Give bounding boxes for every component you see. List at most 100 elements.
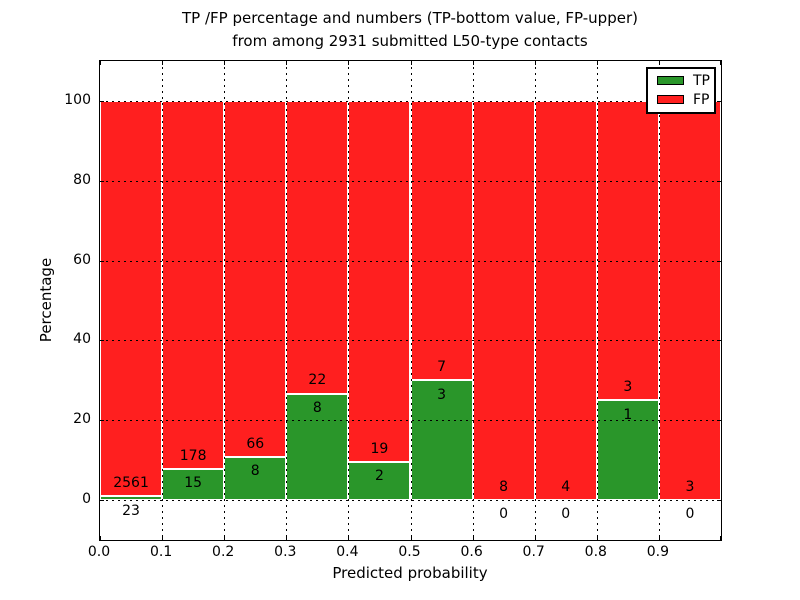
tp-count-label: 1	[623, 406, 633, 423]
grid-line-horizontal	[100, 180, 721, 182]
bar-segment-fp	[410, 101, 473, 381]
x-tick-label: 0.3	[274, 544, 297, 560]
axis-tick-bottom	[658, 536, 660, 540]
y-tick-label: 100	[64, 92, 91, 108]
plot-area: TP FP 2561 23 178 15 66 8 22 8 19 2 7 3 8 0 4 0 3 1 3 0	[99, 60, 722, 541]
axis-tick-top	[596, 61, 598, 65]
x-tick-label: 0.8	[584, 544, 607, 560]
y-tick-label: 80	[73, 171, 91, 188]
x-tick-label: 0.9	[646, 544, 670, 560]
fp-count-label: 7	[437, 359, 447, 376]
x-tick-label: 0.7	[522, 544, 545, 560]
grid-line-horizontal	[100, 420, 721, 422]
axis-tick-bottom	[596, 536, 598, 540]
fp-count-label: 178	[179, 447, 207, 464]
x-axis-label: Predicted probability	[332, 564, 488, 582]
legend-swatch-tp	[657, 76, 684, 85]
x-tick-label: 0.1	[149, 544, 173, 560]
bar-segment-fp	[162, 101, 225, 469]
bar-segment-fp	[224, 101, 287, 457]
fp-count-label: 3	[685, 478, 695, 495]
tp-count-label: 15	[184, 475, 203, 492]
fp-count-label: 2561	[113, 475, 149, 492]
tp-count-label: 8	[250, 463, 260, 480]
fp-count-label: 4	[561, 478, 571, 495]
axis-tick-right	[717, 420, 721, 422]
axis-tick-bottom	[720, 536, 721, 540]
grid-line-horizontal	[100, 340, 721, 342]
axis-tick-top	[472, 61, 474, 65]
axis-tick-bottom	[162, 536, 164, 540]
axis-tick-bottom	[410, 536, 412, 540]
legend-swatch-fp	[657, 95, 684, 104]
bar-segment-fp	[658, 101, 721, 500]
fp-count-label: 22	[308, 372, 327, 389]
axis-tick-top	[348, 61, 350, 65]
axis-tick-left	[100, 340, 104, 342]
axis-tick-right	[717, 101, 721, 102]
chart-title-line1: TP /FP percentage and numbers (TP-bottom…	[182, 9, 638, 27]
bar-segment-tp	[286, 393, 349, 500]
tp-count-label: 0	[685, 506, 695, 523]
bar-segment-tp	[100, 496, 163, 500]
grid-line-horizontal	[100, 500, 721, 501]
fp-count-label: 19	[370, 440, 389, 457]
axis-tick-right	[717, 340, 721, 342]
chart-title: TP /FP percentage and numbers (TP-bottom…	[99, 7, 721, 53]
axis-tick-top	[100, 61, 101, 65]
grid-line-vertical	[410, 61, 412, 540]
x-tick-label: 0.4	[336, 544, 359, 560]
axis-tick-bottom	[472, 536, 474, 540]
axis-tick-bottom	[286, 536, 288, 540]
axis-tick-bottom	[100, 536, 101, 540]
axis-tick-top	[410, 61, 412, 65]
legend-item-fp: FP	[648, 90, 714, 109]
grid-line-horizontal	[100, 260, 721, 262]
axis-tick-right	[717, 180, 721, 182]
fp-count-label: 66	[246, 435, 265, 452]
tp-count-label: 3	[437, 386, 447, 403]
bar-segment-fp	[534, 101, 597, 500]
bar-segment-fp	[286, 101, 349, 394]
bar-segment-fp	[596, 101, 659, 401]
fp-count-label: 3	[623, 379, 633, 396]
axis-tick-left	[100, 420, 104, 422]
bar-segment-fp	[472, 101, 535, 500]
axis-tick-bottom	[534, 536, 536, 540]
axis-tick-left	[100, 260, 104, 262]
axis-tick-top	[224, 61, 226, 65]
bar-segment-tp	[348, 462, 411, 500]
grid-line-vertical	[596, 61, 598, 540]
tp-count-label: 23	[122, 502, 140, 519]
chart-title-line2: from among 2931 submitted L50-type conta…	[232, 32, 588, 50]
fp-count-label: 8	[499, 478, 509, 495]
x-tick-label: 0.2	[212, 544, 235, 560]
legend-box: TP FP	[646, 67, 716, 114]
y-tick-label: 0	[82, 491, 91, 507]
axis-tick-top	[534, 61, 536, 65]
tp-count-label: 0	[561, 506, 571, 523]
axis-tick-left	[100, 101, 104, 102]
y-tick-label: 20	[73, 411, 91, 428]
axis-tick-right	[717, 260, 721, 262]
x-tick-label: 0.0	[87, 544, 111, 560]
legend-label-tp: TP	[693, 72, 710, 89]
y-tick-label: 60	[73, 251, 91, 268]
axis-tick-bottom	[348, 536, 350, 540]
grid-line-horizontal	[100, 101, 721, 102]
grid-line-vertical	[162, 61, 164, 540]
bar-segment-fp	[100, 101, 163, 497]
x-tick-label: 0.5	[398, 544, 421, 560]
tp-count-label: 0	[499, 506, 509, 523]
grid-line-vertical	[534, 61, 536, 540]
grid-line-vertical	[472, 61, 474, 540]
bar-segment-tp	[162, 468, 225, 500]
bar-segment-fp	[348, 101, 411, 462]
legend-label-fp: FP	[693, 91, 710, 108]
legend-item-tp: TP	[648, 71, 714, 90]
axis-tick-top	[720, 61, 721, 65]
grid-line-vertical	[286, 61, 288, 540]
grid-line-vertical	[348, 61, 350, 540]
axis-tick-top	[286, 61, 288, 65]
